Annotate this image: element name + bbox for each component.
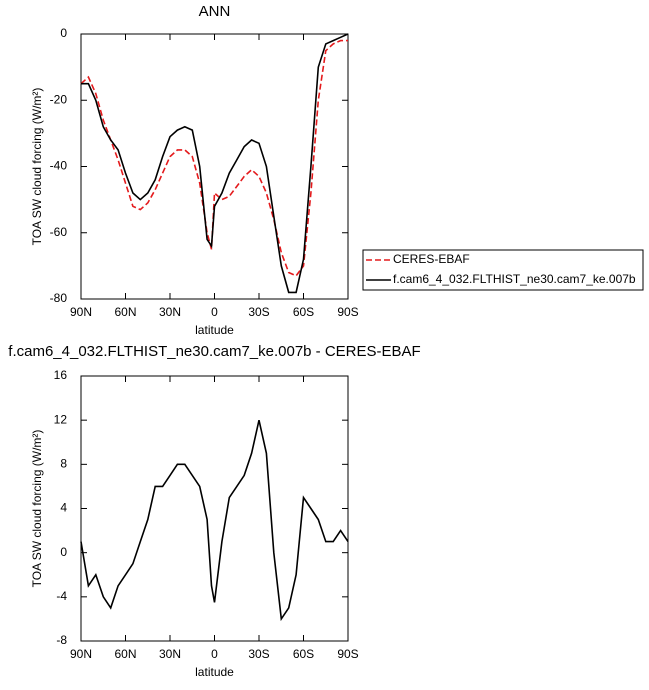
y-tick-label: -8: [56, 633, 67, 647]
x-tick-label: 90S: [337, 647, 358, 661]
x-tick-label: 0: [211, 647, 218, 661]
y-tick-label: -4: [56, 589, 67, 603]
y-tick-label: -20: [50, 92, 68, 106]
x-tick-label: 60N: [114, 647, 136, 661]
x-tick-label: 60N: [114, 305, 136, 319]
y-tick-label: 8: [60, 457, 67, 471]
y-axis-label: TOA SW cloud forcing (W/m²): [30, 88, 44, 246]
x-tick-label: 30S: [248, 647, 269, 661]
x-tick-label: 90N: [70, 305, 92, 319]
legend-box: [362, 249, 644, 291]
x-tick-label: 30N: [159, 305, 181, 319]
y-axis-label: TOA SW cloud forcing (W/m²): [30, 430, 44, 588]
x-axis-label: latitude: [195, 323, 234, 337]
legend-label: f.cam6_4_032.FLTHIST_ne30.cam7_ke.007b: [393, 272, 636, 286]
chart-title: f.cam6_4_032.FLTHIST_ne30.cam7_ke.007b -…: [8, 343, 420, 360]
data-line: [81, 33, 349, 294]
data-line: [80, 420, 349, 622]
y-tick-label: -40: [50, 159, 68, 173]
legend-label: CERES-EBAF: [393, 252, 470, 266]
chart-title: ANN: [199, 3, 231, 20]
x-tick-label: 0: [211, 305, 218, 319]
x-tick-label: 60S: [293, 647, 314, 661]
y-tick-label: 12: [54, 412, 68, 426]
y-tick-label: 4: [60, 501, 67, 515]
x-tick-label: 30S: [248, 305, 269, 319]
x-tick-label: 60S: [293, 305, 314, 319]
x-tick-label: 30N: [159, 647, 181, 661]
x-tick-label: 90S: [337, 305, 358, 319]
y-tick-label: -80: [50, 291, 68, 305]
x-axis-label: latitude: [195, 665, 234, 679]
x-tick-label: 90N: [70, 647, 92, 661]
y-tick-label: 0: [60, 26, 67, 40]
y-tick-label: 16: [54, 368, 68, 382]
y-tick-label: -60: [50, 225, 68, 239]
plot-frame: [80, 33, 349, 300]
y-tick-label: 0: [60, 545, 67, 559]
